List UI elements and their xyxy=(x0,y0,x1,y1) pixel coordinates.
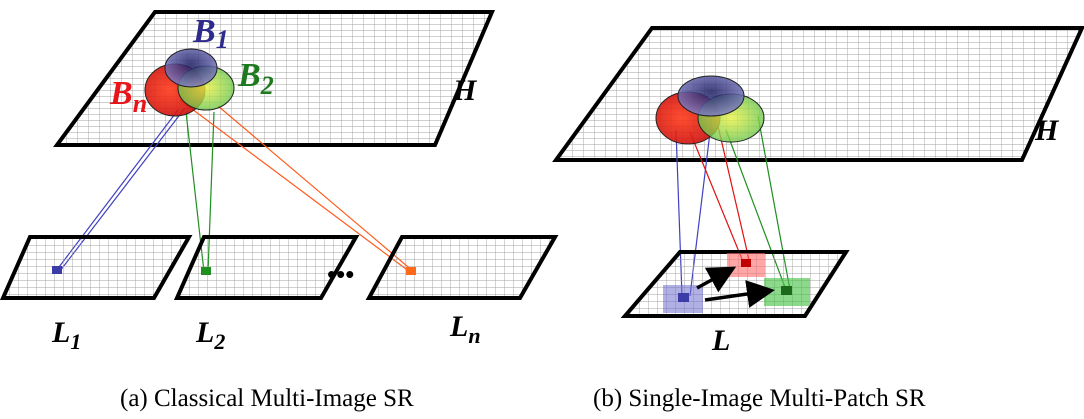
high-res-grid-plane-b xyxy=(552,26,1084,162)
label-l2: L2 xyxy=(195,316,225,354)
low-res-grid-plane-n xyxy=(365,235,559,300)
caption-panel-b: (b) Single-Image Multi-Patch SR xyxy=(593,385,926,412)
ellipsis-dots: ••• xyxy=(327,259,354,289)
projection-line-red xyxy=(717,125,751,265)
label-bn: Bn xyxy=(109,75,147,118)
label-ln: Ln xyxy=(449,310,481,348)
projection-line-orange xyxy=(217,105,415,273)
low-res-grid-plane-2 xyxy=(173,235,360,300)
label-h-a: H xyxy=(452,74,478,107)
patch-blue-b xyxy=(678,293,689,302)
patch-blue-a xyxy=(52,266,62,274)
panel-a: B1 Bn B2 H ••• L1 L2 Ln xyxy=(0,10,559,354)
caption-panel-a: (a) Classical Multi-Image SR xyxy=(120,385,414,412)
patch-green-b xyxy=(781,286,792,295)
label-b1: B1 xyxy=(192,13,229,54)
label-l-b: L xyxy=(711,324,730,357)
arrow-to-green xyxy=(704,280,775,308)
arrow-to-red xyxy=(696,266,737,293)
patch-orange-a xyxy=(406,267,416,275)
label-h-b: H xyxy=(1034,114,1060,147)
panel-b: H L xyxy=(552,26,1084,357)
low-res-grid-plane-1 xyxy=(0,235,193,300)
projection-line-red xyxy=(689,131,745,265)
projection-line-orange xyxy=(179,99,411,273)
label-l1: L1 xyxy=(51,316,81,354)
label-b2: B2 xyxy=(237,57,274,100)
patch-red-b xyxy=(741,259,751,267)
blob-blue-a xyxy=(164,48,218,88)
blob-blue-b xyxy=(677,75,745,117)
patch-green-a xyxy=(201,267,211,275)
